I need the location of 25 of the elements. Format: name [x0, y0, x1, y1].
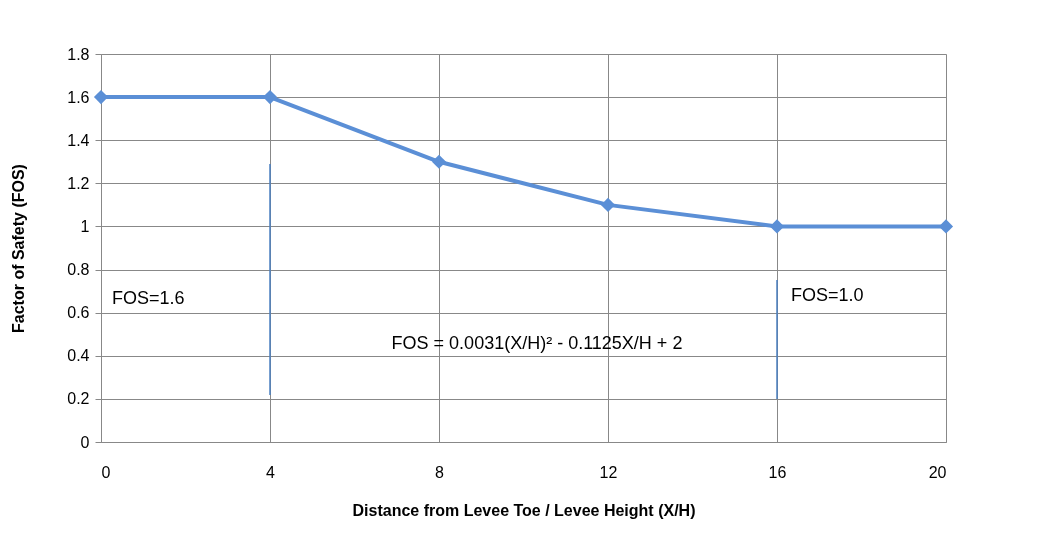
y-axis-title: Factor of Safety (FOS) — [10, 164, 28, 333]
y-tick-label: 0.4 — [67, 347, 90, 365]
point — [938, 219, 954, 234]
y-tick-label: 1 — [80, 217, 90, 235]
y-tick-label: 1.2 — [67, 174, 90, 192]
point — [600, 197, 616, 212]
x-tick-label: 16 — [768, 463, 787, 481]
annotation: FOS=1.0 — [791, 285, 864, 305]
y-tick-label: 0.2 — [67, 390, 90, 408]
y-tick-label: 0 — [80, 433, 90, 451]
y-tick-label: 1.6 — [67, 88, 90, 106]
point — [769, 219, 785, 234]
point — [431, 154, 447, 169]
x-tick-label: 0 — [101, 463, 111, 481]
x-tick-label: 20 — [928, 463, 947, 481]
x-tick-label: 12 — [599, 463, 618, 481]
y-tick-label: 0.8 — [67, 261, 90, 279]
annotation: FOS = 0.0031(X/H)² - 0.1125X/H + 2 — [391, 333, 683, 353]
x-axis-title: Distance from Levee Toe / Levee Height (X/H) — [352, 501, 696, 519]
y-tick-label: 0.6 — [67, 304, 90, 322]
y-tick-label: 1.4 — [67, 131, 90, 149]
y-tick-label: 1.8 — [67, 45, 90, 63]
x-tick-label: 4 — [266, 463, 276, 481]
x-tick-label: 8 — [435, 463, 445, 481]
annotation: FOS=1.6 — [112, 288, 185, 308]
